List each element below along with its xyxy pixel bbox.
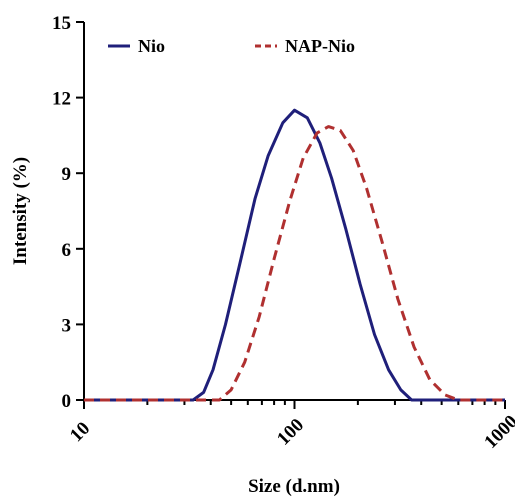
legend-label: NAP-Nio <box>285 36 355 56</box>
x-tick-label: 10 <box>66 418 94 446</box>
y-tick-label: 6 <box>62 240 72 261</box>
axes-layer <box>83 22 505 401</box>
y-tick-label: 3 <box>62 315 72 336</box>
y-tick-label: 9 <box>62 164 72 185</box>
y-tick-label: 0 <box>62 391 72 412</box>
legend: Nio NAP-Nio <box>108 36 355 56</box>
series-layer <box>84 108 505 402</box>
y-tick-label: 15 <box>52 13 71 34</box>
legend-label: Nio <box>138 36 165 56</box>
y-axis-title: Intensity (%) <box>10 157 31 265</box>
ticks-layer: 0 3 6 9 12 15 10 100 1000 <box>52 13 515 453</box>
x-tick-label: 100 <box>273 415 308 450</box>
x-tick-label: 1000 <box>480 411 515 453</box>
series-line-nap-nio <box>84 125 505 402</box>
y-tick-label: 12 <box>52 89 71 110</box>
series-line-nio <box>84 108 505 402</box>
x-axis-title: Size (d.nm) <box>248 476 340 497</box>
